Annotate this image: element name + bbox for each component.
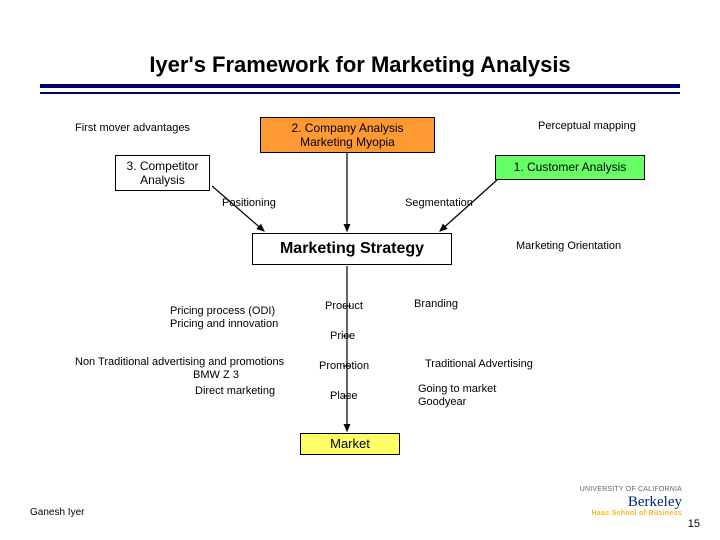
logo-berkeley: Berkeley (580, 494, 682, 511)
box-line: Marketing Strategy (253, 239, 451, 258)
box-line: Marketing Myopia (261, 135, 434, 149)
label-perceptual: Perceptual mapping (538, 120, 636, 132)
label-segmentation: Segmentation (405, 197, 473, 209)
label-orientation: Marketing Orientation (516, 240, 621, 252)
box-line: 3. Competitor (116, 159, 209, 173)
label-branding: Branding (414, 298, 458, 310)
footer-logo: UNIVERSITY OF CALIFORNIA Berkeley Haas S… (580, 486, 682, 518)
box-company-analysis: 2. Company AnalysisMarketing Myopia (260, 117, 435, 153)
box-line: 2. Company Analysis (261, 121, 434, 135)
footer-author: Ganesh Iyer (30, 507, 84, 518)
label-place: Place (330, 390, 358, 402)
label-direct: Direct marketing (195, 385, 275, 397)
logo-university: UNIVERSITY OF CALIFORNIA (580, 486, 682, 494)
box-competitor-analysis: 3. CompetitorAnalysis (115, 155, 210, 191)
label-pricing2: Pricing and innovation (170, 318, 278, 330)
page-number: 15 (688, 518, 700, 530)
title-rule-2 (40, 92, 680, 94)
box-line: 1. Customer Analysis (496, 160, 644, 174)
label-goto1: Going to market (418, 383, 496, 395)
box-line: Market (301, 436, 399, 452)
slide-title: Iyer's Framework for Marketing Analysis (0, 52, 720, 78)
label-tradadv: Traditional Advertising (425, 358, 533, 370)
box-line: Analysis (116, 173, 209, 187)
box-marketing-strategy: Marketing Strategy (252, 233, 452, 265)
label-price: Price (330, 330, 355, 342)
label-nontrad1: Non Traditional advertising and promotio… (75, 356, 284, 368)
label-promotion: Promotion (319, 360, 369, 372)
title-rule-1 (40, 84, 680, 88)
label-pricing1: Pricing process (ODI) (170, 305, 275, 317)
label-goto2: Goodyear (418, 396, 466, 408)
arrows-layer (0, 0, 720, 540)
label-first_mover: First mover advantages (75, 122, 190, 134)
label-product: Product (325, 300, 363, 312)
label-nontrad2: BMW Z 3 (193, 369, 239, 381)
logo-haas: Haas School of Business (580, 510, 682, 518)
box-customer-analysis: 1. Customer Analysis (495, 155, 645, 180)
box-market: Market (300, 433, 400, 455)
label-positioning: Positioning (222, 197, 276, 209)
